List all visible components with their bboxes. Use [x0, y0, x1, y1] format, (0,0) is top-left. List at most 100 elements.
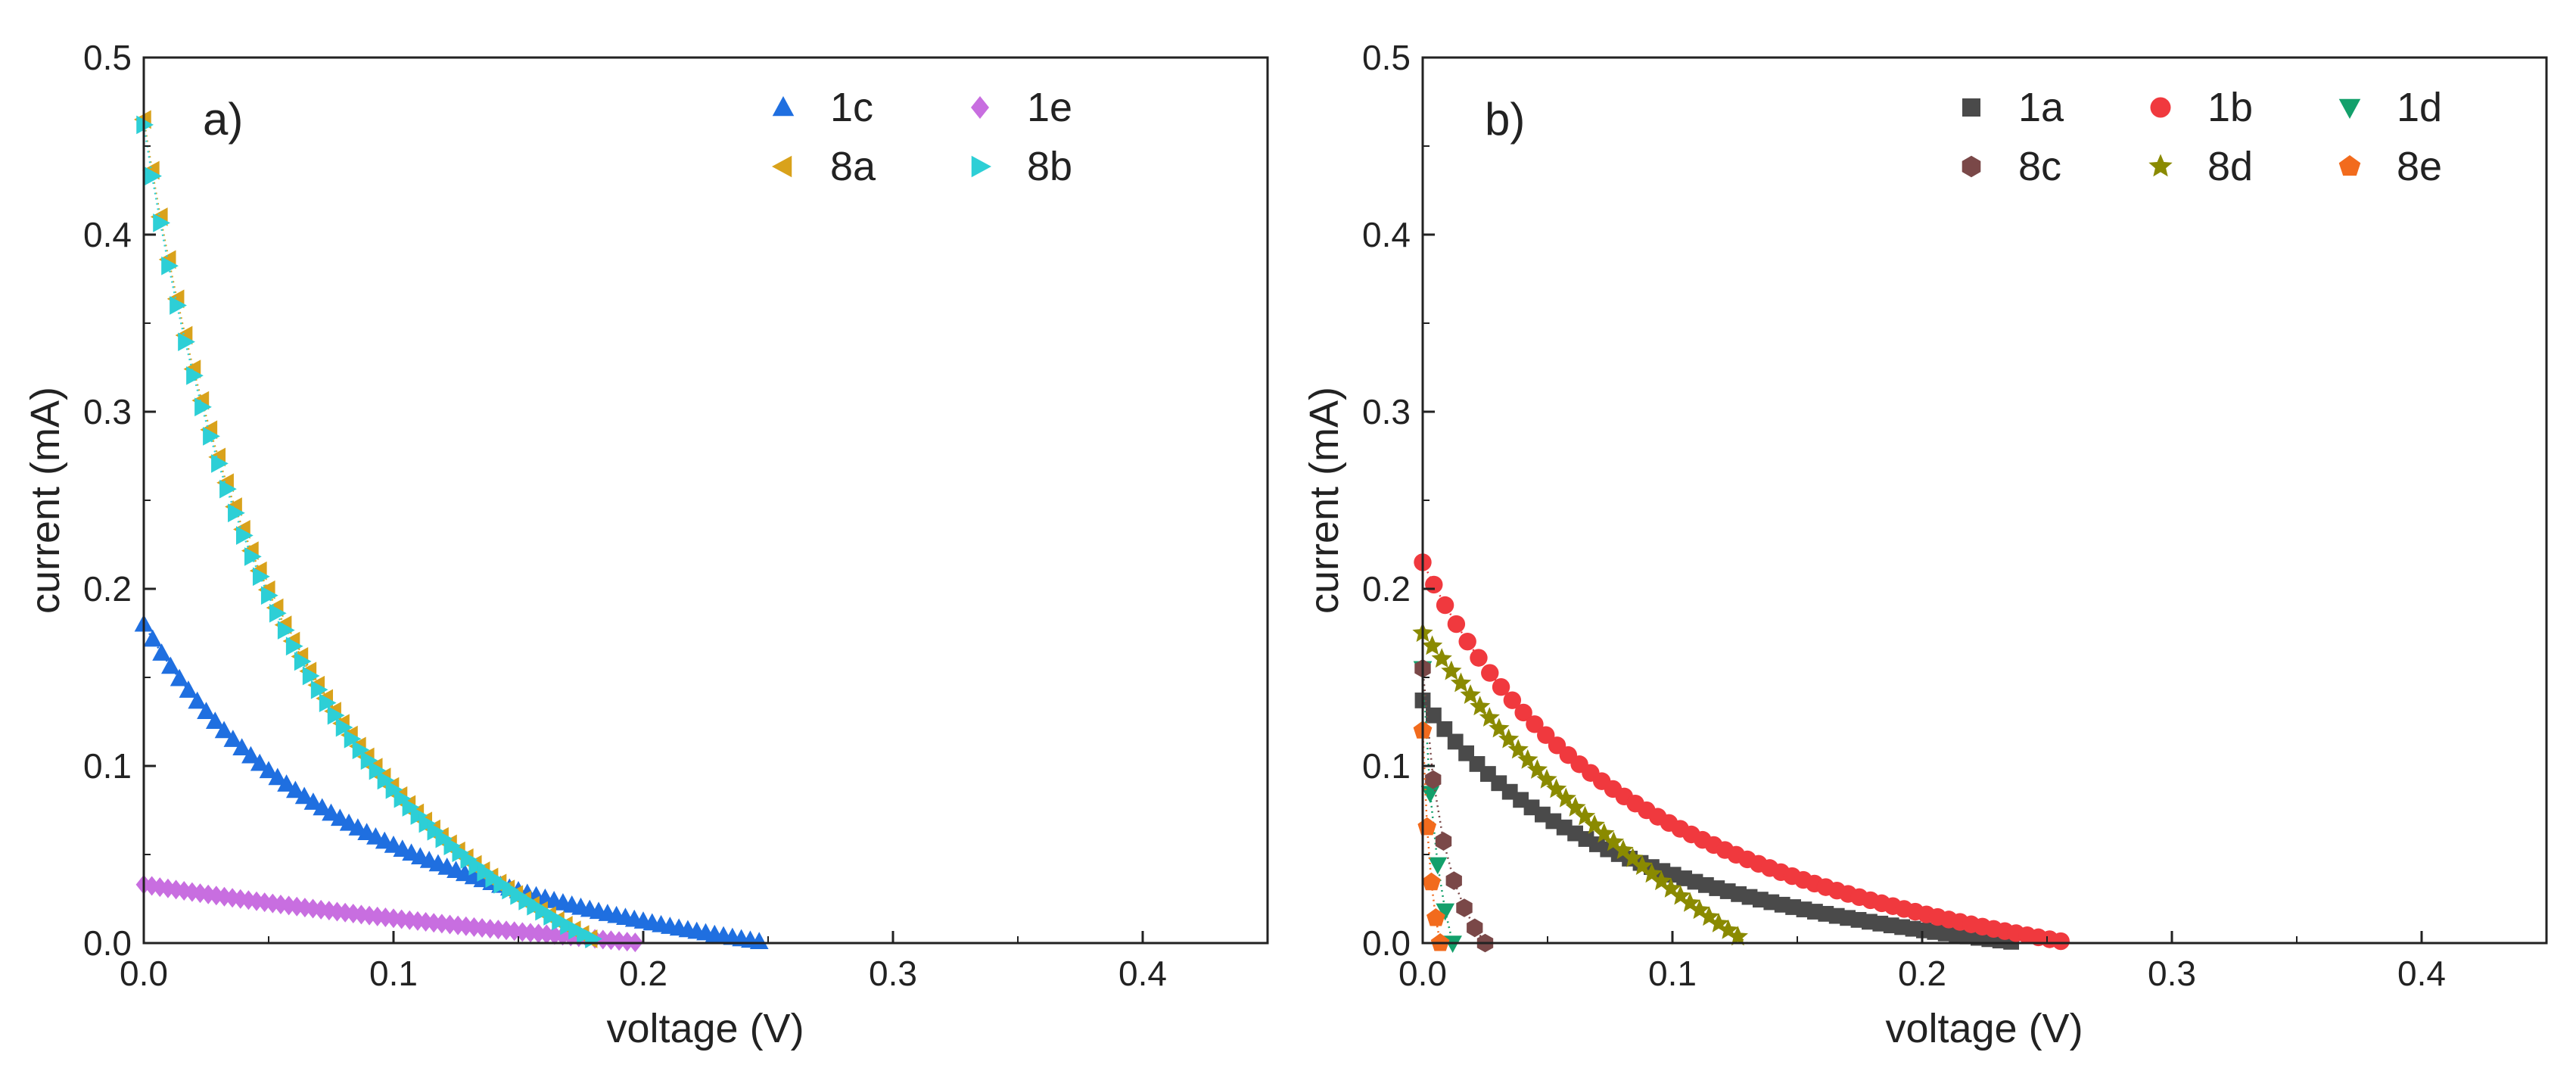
panel-b-series-1b-point	[1503, 691, 1522, 709]
panel-a-legend-item-8a: 8a	[772, 144, 876, 189]
panel-a-legend: 1c 1e 8a 8b	[772, 85, 1072, 189]
panel-a-series-8b-point	[178, 332, 195, 352]
panel-a-series-8b-point	[294, 652, 312, 671]
panel-b-series-8d-point	[1479, 707, 1500, 727]
panel-a-legend-label-1c: 1c	[830, 85, 873, 130]
panel-b-series-1d-point	[1428, 857, 1448, 875]
panel-a-legend-item-1e: 1e	[971, 85, 1072, 130]
panel-b-series-8c-point	[1445, 871, 1462, 890]
panel-a-series-8b-point	[260, 586, 278, 605]
panel-b-series-8d-point	[1622, 847, 1644, 867]
panel-b-legend-label-1a: 1a	[2018, 85, 2064, 130]
panel-b-legend-item-1d: 1d	[2338, 85, 2442, 130]
panel-b-series-1b-point	[1526, 715, 1544, 733]
panel-b-series-8d-point	[1632, 855, 1653, 875]
panel-a-series-1c-point	[152, 643, 171, 661]
panel-b-legend: 1a 1b 1d 8c 8d 8e	[1962, 85, 2442, 189]
panel-a-series-1c-point	[143, 629, 163, 647]
panel-a-series-1e-point	[176, 881, 192, 901]
panel-a-series-1c-point	[294, 786, 314, 805]
panel-b-legend-marker-1d	[2338, 98, 2361, 119]
panel-a-y-tick-label: 0.1	[83, 746, 132, 786]
panel-a-series-8b-point	[211, 454, 229, 473]
panel-b-series-8d-point	[1498, 728, 1520, 749]
panel-b-series-1a-point	[1426, 707, 1442, 724]
panel-a-legend-label-8b: 8b	[1027, 144, 1072, 189]
panel-a-series-1c-point	[205, 711, 225, 729]
panel-a-series-8b-point	[360, 751, 378, 770]
panel-a-series-1e-point	[168, 879, 184, 900]
panel-b-series-8e	[1413, 721, 1450, 951]
panel-b-series-8e-point	[1426, 908, 1445, 926]
panel-a-series-8b-point	[203, 427, 220, 446]
panel-b-series-8d-point	[1441, 660, 1462, 680]
panel-a-series-1c-point	[188, 691, 207, 709]
panel-a-x-tick-label: 0.3	[869, 954, 917, 993]
panel-b-x-axis-title: voltage (V)	[1885, 1006, 2083, 1051]
panel-a-series-8b-point	[277, 621, 295, 640]
panel-a-legend-marker-8b	[971, 155, 991, 178]
panel-a-series-8b-point	[153, 213, 170, 232]
panel-a-series-1c-point	[179, 680, 198, 698]
panel-b-series-8d-point	[1574, 805, 1596, 826]
panel-b-y-tick-label: 0.4	[1362, 215, 1411, 254]
panel-a-series-1e-point	[337, 902, 353, 923]
panel-b-y-tick-label: 0.3	[1362, 392, 1411, 431]
panel-a-x-tick-label: 0.0	[120, 954, 168, 993]
panel-a-series-8b-point	[352, 740, 370, 760]
panel-a-series-8b-point	[252, 567, 270, 587]
panel-b-series-8c-point	[1456, 898, 1473, 917]
panel-a-legend-label-1e: 1e	[1027, 85, 1072, 130]
panel-b-y-tick-label: 0.1	[1362, 746, 1411, 786]
panel-b-series-8d-point	[1584, 814, 1605, 834]
panel-b-series-8d-point	[1565, 796, 1586, 817]
panel-b-legend-label-8e: 8e	[2397, 144, 2442, 189]
panel-b-series-8c-point	[1425, 770, 1442, 789]
panel-a-series-1c-point	[241, 746, 260, 764]
panel-b-series-8d-point	[1603, 831, 1624, 851]
panel-b-label: b)	[1485, 94, 1525, 145]
panel-b-series-1b-point	[1425, 575, 1443, 594]
panel-a-series-1c-point	[259, 761, 278, 779]
panel-a-series-1c-point	[161, 656, 180, 674]
panel-b-series-8d-point	[1422, 635, 1443, 655]
panel-b-legend-item-8d: 8d	[2148, 144, 2253, 189]
panel-b-x-tick-label: 0.3	[2148, 954, 2196, 993]
panel-b-legend-label-8c: 8c	[2018, 144, 2061, 189]
panel-a-y-tick-label: 0.0	[83, 923, 132, 963]
panel-a-series-8b	[136, 115, 602, 948]
panel-b-x-tick-label: 0.2	[1898, 954, 1946, 993]
panel-a-series-1c-point	[268, 767, 288, 786]
panel-a-series-1c-point	[313, 798, 332, 816]
panel-a-series-1c-point	[214, 721, 234, 739]
panel-b-y-tick-label: 0.0	[1362, 923, 1411, 963]
panel-a-ticks: 0.0 0.1 0.2 0.3 0.4 0.0 0.1 0.2 0.3 0.4 0.5	[83, 38, 1268, 993]
panel-b-legend-item-8c: 8c	[1962, 144, 2061, 189]
panel-a-series-8b-point	[145, 167, 162, 186]
panel-a-series-8b-point	[302, 666, 320, 686]
panel-b-series-8d-point	[1517, 749, 1538, 769]
panel-a-legend-marker-1e	[971, 96, 989, 119]
panel-a-series-8b-point	[136, 115, 154, 135]
panel-b-legend-marker-8d	[2148, 154, 2173, 177]
panel-b-series-8e-line	[1421, 730, 1442, 944]
panel-a: 0.0 0.1 0.2 0.3 0.4 0.0 0.1 0.2 0.3 0.4 0.5 a) vol…	[23, 38, 1269, 1051]
panel-a-y-tick-label: 0.2	[83, 569, 132, 609]
panel-b-series-1b	[1414, 553, 2073, 951]
panel-a-series-1e-point	[288, 896, 305, 917]
panel-a-legend-marker-8a	[772, 155, 792, 178]
panel-b-y-tick-label: 0.2	[1362, 569, 1411, 609]
panel-b-series-8d-point	[1489, 718, 1510, 738]
panel-b-series-8d	[1412, 622, 1748, 946]
panel-a-series-1c-point	[197, 702, 216, 720]
panel-b-series-8d-point	[1555, 787, 1576, 808]
panel-b-series-8d-point	[1727, 926, 1748, 946]
panel-a-series-1e-point	[208, 886, 225, 906]
panel-a-series-1c-point	[303, 792, 323, 810]
panel-b-series-1b-point	[1481, 664, 1499, 682]
panel-b-series-8d-point	[1460, 684, 1481, 704]
panel-b-y-tick-label: 0.5	[1362, 38, 1411, 77]
panel-b-series-1b-point	[2052, 932, 2070, 951]
panel-b-x-tick-label: 0.0	[1398, 954, 1447, 993]
panel-a-series-1c-point	[286, 780, 305, 798]
